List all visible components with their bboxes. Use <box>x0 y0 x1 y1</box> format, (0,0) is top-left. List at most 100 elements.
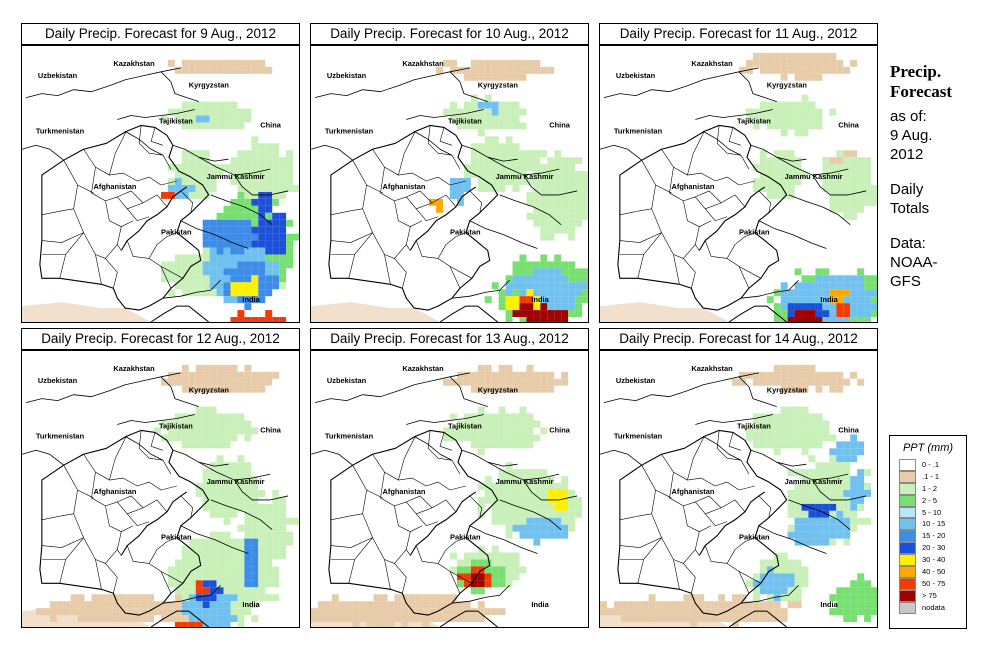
province-border <box>687 436 722 509</box>
province-border <box>366 184 423 227</box>
map-label-afghanistan: Afghanistan <box>93 182 136 191</box>
province-border <box>439 432 483 518</box>
province-border <box>619 537 662 584</box>
precip-map-svg: Kazakhstan Uzbekistan Kyrgyzstan Tajikistan… <box>600 52 877 322</box>
panel-title: Daily Precip. Forecast for 14 Aug., 2012 <box>599 328 878 350</box>
province-border <box>148 232 183 279</box>
country-border <box>210 194 273 226</box>
province-border <box>352 160 391 285</box>
province-border <box>150 432 194 518</box>
afghanistan-pakistan-outline <box>39 124 210 311</box>
legend-label: 40 - 50 <box>922 567 946 577</box>
country-border <box>523 479 578 501</box>
country-border <box>669 372 759 398</box>
coastline <box>439 610 498 627</box>
province-border <box>117 208 150 251</box>
precip-cells <box>600 364 877 627</box>
country-border <box>703 131 742 156</box>
map-label-jammu-kashmir: Jammu Kashmir <box>496 477 554 486</box>
province-border <box>716 125 750 170</box>
afghan-pak-border <box>120 186 188 251</box>
province-border <box>641 160 680 285</box>
info-title-line1: Precip. <box>890 62 942 81</box>
afghan-pak-border <box>698 491 766 556</box>
map-label-uzbekistan: Uzbekistan <box>327 376 367 385</box>
legend-label: 50 - 75 <box>922 578 946 588</box>
country-border <box>25 394 92 404</box>
map-label-kazakhstan: Kazakhstan <box>113 59 155 68</box>
afghanistan-pakistan-outline <box>328 124 499 311</box>
precip-map: Kazakhstan Uzbekistan Kyrgyzstan Tajikistan… <box>21 45 300 323</box>
country-border <box>406 109 484 120</box>
legend-label: 10 - 15 <box>922 519 946 529</box>
legend-swatch <box>899 542 916 555</box>
province-border <box>415 545 461 594</box>
map-label-jammu-kashmir: Jammu Kashmir <box>496 172 554 181</box>
legend-item: 50 - 75 <box>890 577 966 590</box>
province-border <box>380 167 433 210</box>
map-label-turkmenistan: Turkmenistan <box>614 431 663 440</box>
country-border <box>91 372 181 398</box>
country-border <box>125 436 164 461</box>
map-label-afghanistan: Afghanistan <box>382 487 425 496</box>
precip-map-svg: Kazakhstan Uzbekistan Kyrgyzstan Tajikistan… <box>311 59 588 322</box>
legend-label: > 75 <box>922 590 937 600</box>
province-border <box>655 184 712 227</box>
country-border <box>812 479 867 501</box>
province-border <box>91 167 144 210</box>
map-label-china: China <box>549 425 571 434</box>
country-border <box>469 525 538 554</box>
map-label-turkmenistan: Turkmenistan <box>36 126 85 135</box>
province-border <box>437 537 472 584</box>
country-border <box>695 109 773 120</box>
legend-label: 1 - 2 <box>922 483 938 493</box>
country-border <box>380 372 470 398</box>
country-border <box>162 280 221 299</box>
map-label-india: India <box>531 295 549 304</box>
precip-map: Kazakhstan Uzbekistan Kyrgyzstan Tajikistan… <box>599 350 878 628</box>
country-border <box>600 144 642 161</box>
precip-map: Kazakhstan Uzbekistan Kyrgyzstan Tajikistan… <box>599 45 878 323</box>
legend-swatch <box>899 577 916 590</box>
province-border <box>619 232 662 279</box>
country-border <box>22 144 64 161</box>
province-border <box>437 232 472 279</box>
country-border <box>469 220 538 249</box>
country-border <box>740 280 799 299</box>
map-label-tajikistan: Tajikistan <box>159 116 193 125</box>
map-label-india: India <box>820 295 838 304</box>
province-border <box>641 465 680 590</box>
map-label-afghanistan: Afghanistan <box>671 182 714 191</box>
country-border <box>669 67 759 93</box>
legend-swatch <box>899 530 916 543</box>
province-border <box>63 160 102 285</box>
province-border <box>661 149 728 182</box>
country-border <box>160 376 199 407</box>
province-border <box>63 465 102 590</box>
map-label-jammu-kashmir: Jammu Kashmir <box>785 172 843 181</box>
legend-item: 20 - 30 <box>890 542 966 555</box>
legend-label: 0 - .1 <box>922 460 940 469</box>
province-border <box>728 432 772 518</box>
province-border <box>330 208 373 243</box>
legend-label: 5 - 10 <box>922 507 942 517</box>
country-border <box>603 89 670 99</box>
province-border <box>109 436 144 509</box>
afghan-pak-border <box>409 186 477 251</box>
province-border <box>77 489 134 532</box>
map-label-tajikistan: Tajikistan <box>448 116 482 125</box>
map-label-pakistan: Pakistan <box>739 533 770 542</box>
ppt-legend: PPT (mm) 0 - .1 .1 - 1 1 - 2 2 - 5 5 - 10 10 … <box>889 435 967 629</box>
province-border <box>415 240 461 289</box>
map-label-china: China <box>838 425 860 434</box>
province-border <box>673 244 696 289</box>
province-border <box>669 167 722 210</box>
precip-map-svg: Kazakhstan Uzbekistan Kyrgyzstan Tajikistan… <box>22 59 299 322</box>
province-border <box>687 131 722 204</box>
panel-title: Daily Precip. Forecast for 11 Aug., 2012 <box>599 23 878 45</box>
country-border <box>414 436 453 461</box>
province-border <box>720 176 755 208</box>
precip-map: Kazakhstan Uzbekistan Kyrgyzstan Tajikistan… <box>21 350 300 628</box>
info-totals-line2: Totals <box>890 200 930 217</box>
legend-item: nodata <box>890 601 966 614</box>
